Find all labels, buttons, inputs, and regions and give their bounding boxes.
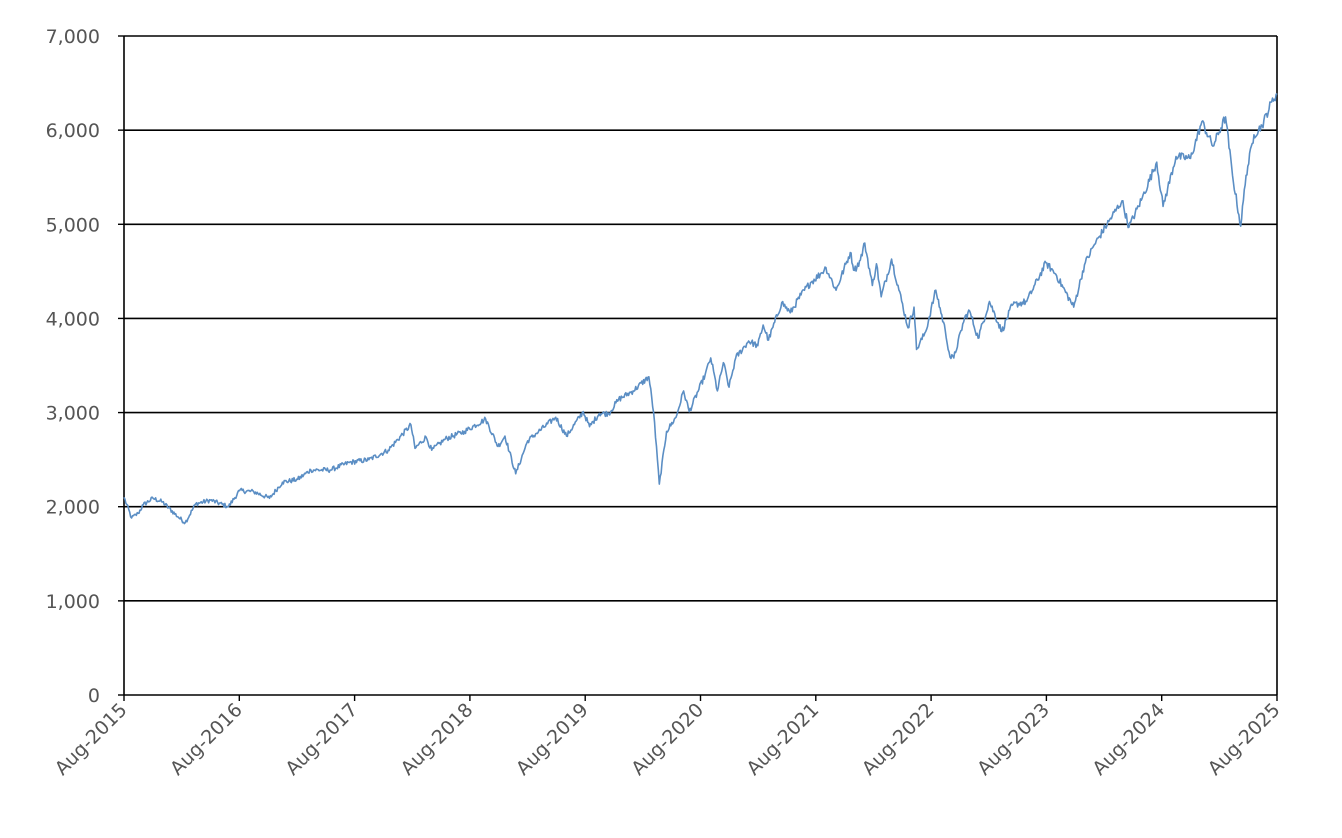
x-tick-label: Aug-2019 [512, 699, 593, 780]
x-tick-label: Aug-2017 [281, 699, 362, 780]
series-line [123, 92, 1278, 525]
x-tick-label: Aug-2021 [743, 699, 824, 780]
x-tick-label: Aug-2024 [1088, 699, 1169, 780]
x-axis-ticks: Aug-2015 Aug-2016 Aug-2017 Aug-2018 Aug-2019… [51, 695, 1285, 780]
series-layer [123, 92, 1278, 525]
y-tick-label: 0 [88, 685, 100, 707]
x-tick-label: Aug-2020 [627, 699, 708, 780]
y-tick-label: 5,000 [46, 214, 100, 236]
x-tick-label: Aug-2023 [973, 699, 1054, 780]
y-tick-label: 2,000 [46, 497, 100, 519]
y-tick-label: 6,000 [46, 120, 100, 142]
x-tick-label: Aug-2015 [51, 699, 132, 780]
axes [123, 36, 1278, 696]
x-tick-label: Aug-2016 [166, 699, 247, 780]
y-tick-label: 7,000 [46, 26, 100, 48]
y-tick-label: 1,000 [46, 591, 100, 613]
y-tick-label: 4,000 [46, 308, 100, 330]
x-tick-label: Aug-2018 [397, 699, 478, 780]
x-tick-label: Aug-2022 [858, 699, 939, 780]
gridlines [118, 35, 1277, 696]
y-tick-label: 3,000 [46, 403, 100, 425]
x-tick-label: Aug-2025 [1204, 699, 1285, 780]
y-axis-ticks: 0 1,000 2,000 3,000 4,000 5,000 6,000 7,000 [46, 26, 100, 707]
